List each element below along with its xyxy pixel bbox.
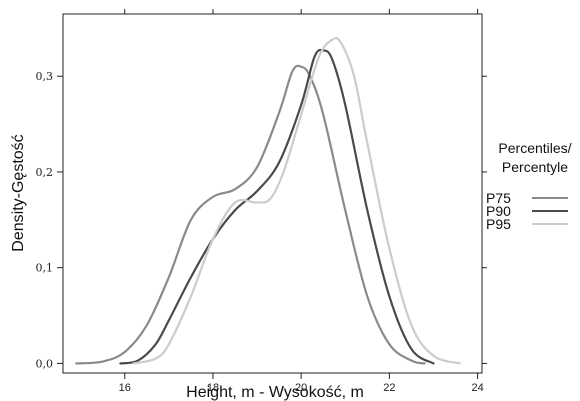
x-axis-title: Height, m - Wysokość, m (186, 384, 364, 401)
x-tick-label: 22 (383, 382, 395, 394)
x-tick-label: 18 (207, 382, 219, 394)
y-tick-label: 0,0 (36, 357, 54, 370)
series-line-p95 (132, 37, 462, 365)
x-axis-ticks: 16 18 20 22 24 (119, 9, 484, 394)
legend-label-p95: P95 (486, 216, 511, 232)
legend-label-p90: P90 (486, 203, 511, 219)
y-axis-ticks: 0,0 0,1 0,2 0,3 (36, 70, 487, 370)
y-tick-label: 0,2 (36, 166, 54, 179)
x-tick-label: 20 (295, 382, 307, 394)
legend-title-line1: Percentiles/ (498, 140, 571, 156)
y-tick-label: 0,1 (36, 262, 54, 275)
x-tick-label: 16 (119, 382, 131, 394)
plot-frame (62, 13, 483, 374)
series-layer (75, 37, 462, 365)
x-tick-label: 24 (471, 382, 483, 394)
y-tick-label: 0,3 (36, 70, 54, 83)
legend-label-p75: P75 (486, 190, 511, 206)
y-axis-title: Density-Gęstość (10, 134, 27, 251)
legend-title-line2: Percentyle (502, 159, 568, 175)
series-line-p90 (119, 48, 435, 365)
series-line-p75 (75, 64, 426, 365)
